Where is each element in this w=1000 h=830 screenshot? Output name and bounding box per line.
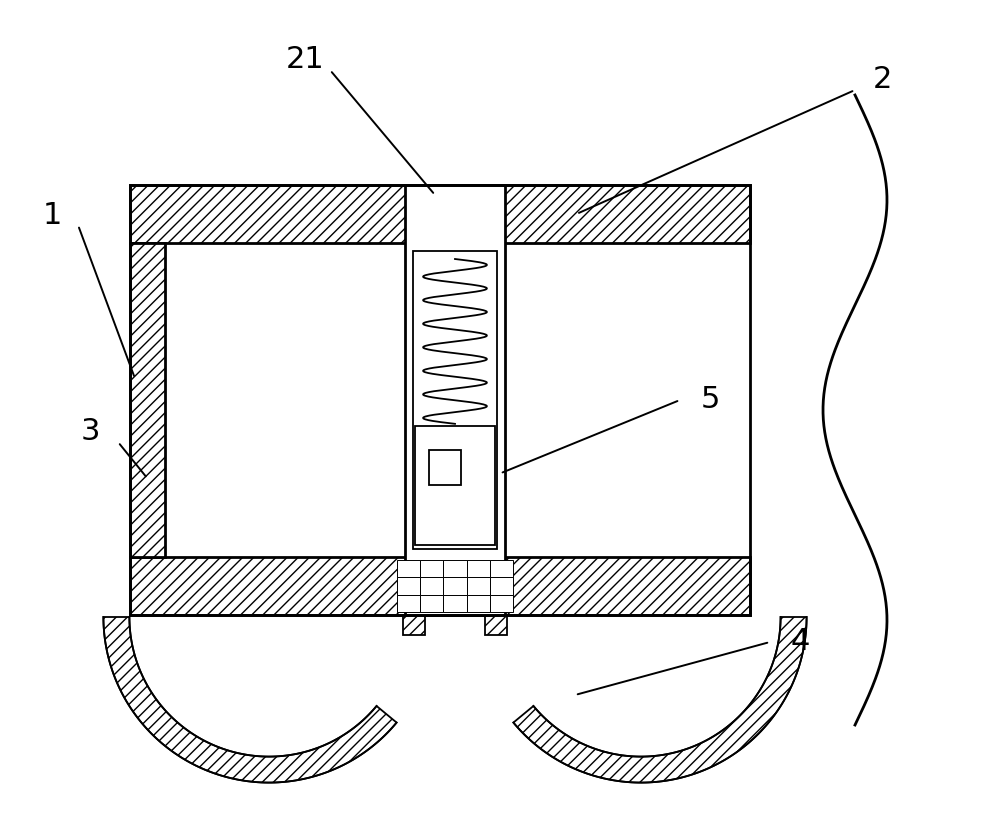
Polygon shape [103, 617, 397, 783]
Bar [403, 615, 425, 635]
Bar [415, 426, 495, 545]
Bar [397, 578, 420, 594]
Text: 5: 5 [700, 385, 720, 414]
Bar [165, 243, 750, 557]
Bar [405, 185, 505, 615]
Bar [413, 251, 497, 549]
Bar [490, 578, 513, 594]
Bar [130, 185, 750, 243]
Bar [429, 450, 461, 486]
Bar [397, 560, 420, 578]
Bar [420, 594, 443, 612]
Bar [490, 594, 513, 612]
Bar [443, 594, 467, 612]
Polygon shape [513, 617, 807, 783]
Text: 1: 1 [42, 201, 62, 230]
Text: 3: 3 [80, 417, 100, 447]
Bar [467, 594, 490, 612]
Bar [467, 560, 490, 578]
Bar [443, 560, 467, 578]
Bar [420, 560, 443, 578]
Text: 2: 2 [872, 66, 892, 95]
Bar [443, 578, 467, 594]
Bar [130, 185, 750, 615]
Text: 4: 4 [790, 627, 810, 657]
Bar [485, 615, 507, 635]
Text: 21: 21 [286, 46, 324, 75]
Bar [397, 594, 420, 612]
Bar [467, 578, 490, 594]
Bar [420, 578, 443, 594]
Bar [130, 243, 165, 557]
Bar [490, 560, 513, 578]
Bar [130, 557, 750, 615]
